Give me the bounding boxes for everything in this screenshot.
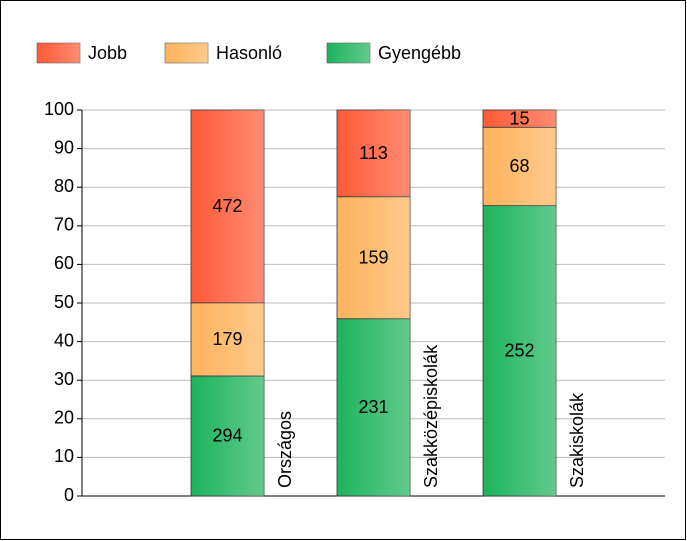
bar-shine [337, 196, 410, 319]
y-tick-label: 20 [54, 408, 74, 428]
bar-shine [483, 205, 556, 497]
x-tick-label: Szakiskolák [567, 392, 587, 488]
y-tick-label: 70 [54, 215, 74, 235]
bar-shine [337, 318, 410, 496]
x-tick-label: Országos [275, 411, 295, 488]
bar-shine [483, 127, 556, 206]
legend-label: Jobb [88, 43, 127, 63]
bar-shine [483, 110, 556, 128]
bar-shine [191, 302, 264, 376]
y-tick-label: 40 [54, 330, 74, 350]
x-tick-label: Szakközépiskolák [421, 344, 441, 488]
bar-shine [337, 110, 410, 197]
y-tick-label: 100 [44, 99, 74, 119]
data-label: 15 [509, 108, 529, 128]
legend-swatch-shine [327, 43, 370, 63]
y-tick-label: 90 [54, 137, 74, 157]
data-label: 294 [212, 426, 242, 446]
data-label: 113 [359, 143, 388, 163]
y-tick-label: 80 [54, 176, 74, 196]
data-label: 252 [504, 341, 534, 361]
legend-label: Gyengébb [378, 43, 461, 63]
legend-swatch-shine [165, 43, 208, 63]
y-tick-label: 60 [54, 253, 74, 273]
data-label: 179 [212, 329, 242, 349]
data-label: 231 [358, 397, 388, 417]
y-tick-label: 30 [54, 369, 74, 389]
data-label: 159 [358, 247, 388, 267]
data-label: 68 [509, 156, 529, 176]
bar-shine [191, 375, 264, 496]
bar-shine [191, 110, 264, 303]
y-tick-label: 10 [54, 446, 74, 466]
y-tick-label: 0 [64, 485, 74, 505]
legend-label: Hasonló [216, 43, 282, 63]
data-label: 472 [212, 196, 242, 216]
legend-swatch-shine [37, 43, 80, 63]
y-tick-label: 50 [54, 292, 74, 312]
